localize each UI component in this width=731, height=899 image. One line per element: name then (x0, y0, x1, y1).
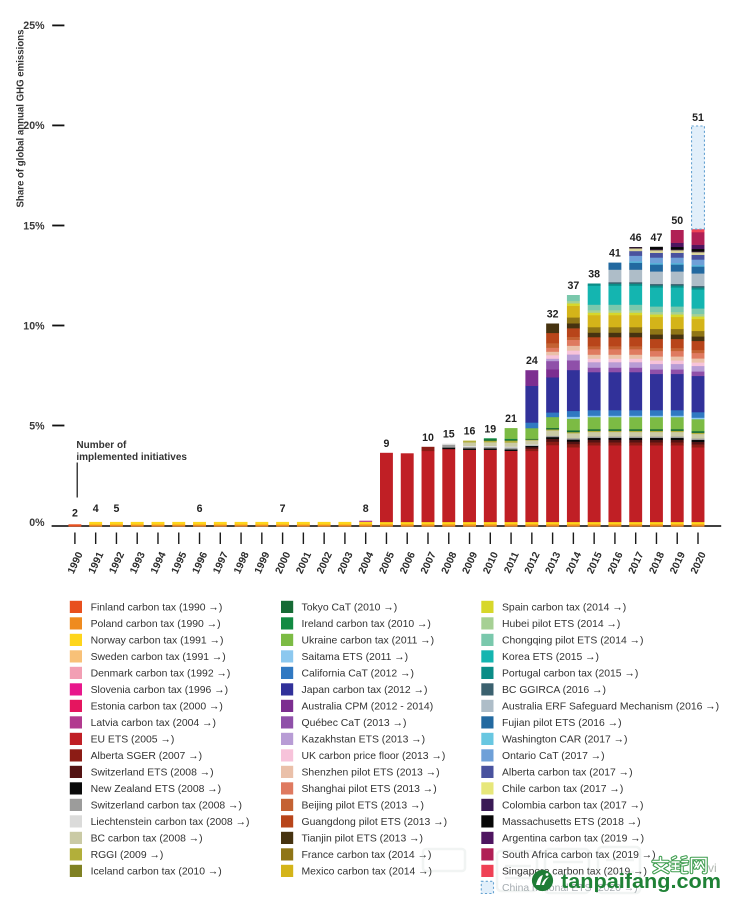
svg-text:Kazakhstan ETS (2013 →): Kazakhstan ETS (2013 →) (302, 735, 426, 746)
svg-text:Australia ERF Safeguard Mechan: Australia ERF Safeguard Mechanism (2016 … (502, 702, 719, 713)
svg-text:Switzerland ETS (2008 →): Switzerland ETS (2008 →) (91, 768, 214, 779)
svg-text:10: 10 (422, 432, 434, 444)
svg-text:Ireland carbon tax (2010 →): Ireland carbon tax (2010 →) (302, 619, 431, 630)
svg-text:Colombia carbon tax (2017 →): Colombia carbon tax (2017 →) (502, 801, 644, 812)
svg-text:Norway carbon tax (1991 →): Norway carbon tax (1991 →) (91, 636, 224, 647)
svg-text:UK carbon price floor (2013 →): UK carbon price floor (2013 →) (302, 751, 446, 762)
svg-text:Sweden carbon tax (1991 →): Sweden carbon tax (1991 →) (91, 652, 226, 663)
svg-text:19: 19 (484, 423, 496, 435)
svg-text:8: 8 (363, 503, 369, 515)
svg-text:Liechtenstein carbon tax (2008: Liechtenstein carbon tax (2008 →) (91, 817, 250, 828)
svg-text:South Africa carbon tax (2019: South Africa carbon tax (2019 →) (502, 850, 656, 861)
svg-text:BC GGIRCA (2016 →): BC GGIRCA (2016 →) (502, 685, 606, 696)
svg-text:24: 24 (526, 355, 538, 367)
svg-text:32: 32 (547, 309, 559, 321)
svg-text:46: 46 (630, 232, 642, 244)
svg-text:2: 2 (72, 508, 78, 520)
svg-text:Ontario CaT (2017 →): Ontario CaT (2017 →) (502, 751, 605, 762)
svg-text:51: 51 (692, 112, 704, 124)
svg-text:Switzerland carbon tax (2008 →: Switzerland carbon tax (2008 →) (91, 801, 242, 812)
svg-text:50: 50 (671, 215, 683, 227)
svg-text:Mexico carbon tax (2014 →): Mexico carbon tax (2014 →) (302, 867, 433, 878)
svg-text:Massachusetts ETS (2018 →): Massachusetts ETS (2018 →) (502, 817, 641, 828)
svg-text:tanpaifang.com: tanpaifang.com (561, 871, 721, 893)
svg-text:Japan carbon tax (2012 →): Japan carbon tax (2012 →) (302, 685, 428, 696)
svg-text:0%: 0% (29, 517, 45, 529)
svg-text:Alberta SGER (2007 →): Alberta SGER (2007 →) (91, 751, 202, 762)
svg-text:Spain carbon tax (2014 →): Spain carbon tax (2014 →) (502, 603, 626, 614)
svg-text:New Zealand ETS (2008 →): New Zealand ETS (2008 →) (91, 784, 222, 795)
svg-text:37: 37 (567, 280, 579, 292)
svg-text:Singapore carbon tax (2019 →): Singapore carbon tax (2019 →) (502, 867, 647, 878)
svg-text:Chongqing pilot ETS (2014 →): Chongqing pilot ETS (2014 →) (502, 636, 644, 647)
svg-text:Ukraine carbon tax (2011 →): Ukraine carbon tax (2011 →) (302, 636, 435, 647)
svg-text:Estonia carbon tax (2000 →): Estonia carbon tax (2000 →) (91, 702, 223, 713)
svg-text:Tianjin pilot ETS (2013 →): Tianjin pilot ETS (2013 →) (302, 834, 423, 845)
svg-text:41: 41 (609, 248, 621, 260)
svg-text:Tokyo CaT (2010 →): Tokyo CaT (2010 →) (302, 603, 398, 614)
svg-text:Number of: Number of (76, 440, 127, 451)
svg-text:6: 6 (197, 503, 203, 515)
svg-text:Finland carbon tax (1990 →): Finland carbon tax (1990 →) (91, 603, 223, 614)
svg-text:France carbon tax (2014 →): France carbon tax (2014 →) (302, 850, 432, 861)
svg-text:Saitama ETS (2011 →): Saitama ETS (2011 →) (302, 652, 409, 663)
svg-text:15: 15 (443, 429, 455, 441)
svg-text:Denmark carbon tax (1992 →): Denmark carbon tax (1992 →) (91, 669, 231, 680)
svg-text:Share of global annual GHG emi: Share of global annual GHG emissions (16, 29, 27, 207)
svg-text:Shenzhen pilot ETS (2013 →): Shenzhen pilot ETS (2013 →) (302, 768, 440, 779)
svg-text:10%: 10% (23, 320, 45, 332)
svg-text:38: 38 (588, 269, 600, 281)
svg-text:Korea ETS (2015 →): Korea ETS (2015 →) (502, 652, 599, 663)
svg-text:21: 21 (505, 413, 517, 425)
svg-text:Poland carbon tax (1990 →): Poland carbon tax (1990 →) (91, 619, 221, 630)
svg-text:Shanghai pilot ETS (2013 →): Shanghai pilot ETS (2013 →) (302, 784, 437, 795)
svg-text:47: 47 (651, 232, 663, 244)
svg-text:5: 5 (113, 503, 119, 515)
svg-text:Guangdong pilot ETS (2013 →): Guangdong pilot ETS (2013 →) (302, 817, 448, 828)
svg-text:Australia CPM (2012 - 2014): Australia CPM (2012 - 2014) (302, 702, 434, 713)
svg-text:California CaT (2012 →): California CaT (2012 →) (302, 669, 414, 680)
svg-text:16: 16 (464, 426, 476, 438)
svg-text:25%: 25% (23, 20, 45, 32)
svg-text:Hubei pilot ETS (2014 →): Hubei pilot ETS (2014 →) (502, 619, 620, 630)
svg-text:RGGI (2009 →): RGGI (2009 →) (91, 850, 164, 861)
svg-text:Portugal carbon tax (2015 →): Portugal carbon tax (2015 →) (502, 669, 638, 680)
svg-text:Beijing pilot ETS (2013 →): Beijing pilot ETS (2013 →) (302, 801, 424, 812)
svg-text:Washington CAR (2017 →): Washington CAR (2017 →) (502, 735, 628, 746)
svg-text:Fujian pilot ETS (2016 →): Fujian pilot ETS (2016 →) (502, 718, 622, 729)
svg-text:Argentina carbon tax (2019 →): Argentina carbon tax (2019 →) (502, 834, 644, 845)
svg-text:Latvia carbon tax (2004 →): Latvia carbon tax (2004 →) (91, 718, 216, 729)
svg-text:Chile carbon tax (2017 →): Chile carbon tax (2017 →) (502, 784, 623, 795)
svg-text:4: 4 (93, 503, 99, 515)
svg-text:EU ETS (2005 →): EU ETS (2005 →) (91, 735, 175, 746)
svg-text:China national ETS (2020 →): China national ETS (2020 →) (502, 883, 638, 894)
svg-text:Québec CaT (2013 →): Québec CaT (2013 →) (302, 718, 407, 729)
svg-text:implemented initiatives: implemented initiatives (76, 452, 187, 463)
svg-text:BC carbon tax (2008 →): BC carbon tax (2008 →) (91, 834, 203, 845)
svg-text:Alberta carbon tax (2017 →): Alberta carbon tax (2017 →) (502, 768, 633, 779)
svg-text:20%: 20% (23, 120, 45, 132)
svg-text:15%: 15% (23, 220, 45, 232)
svg-text:Iceland carbon tax (2010 →): Iceland carbon tax (2010 →) (91, 867, 222, 878)
svg-text:9: 9 (383, 438, 389, 450)
svg-text:7: 7 (280, 503, 286, 515)
svg-text:5%: 5% (29, 420, 45, 432)
svg-text:vi: vi (708, 861, 717, 875)
svg-text:Slovenia carbon tax (1996 →): Slovenia carbon tax (1996 →) (91, 685, 228, 696)
